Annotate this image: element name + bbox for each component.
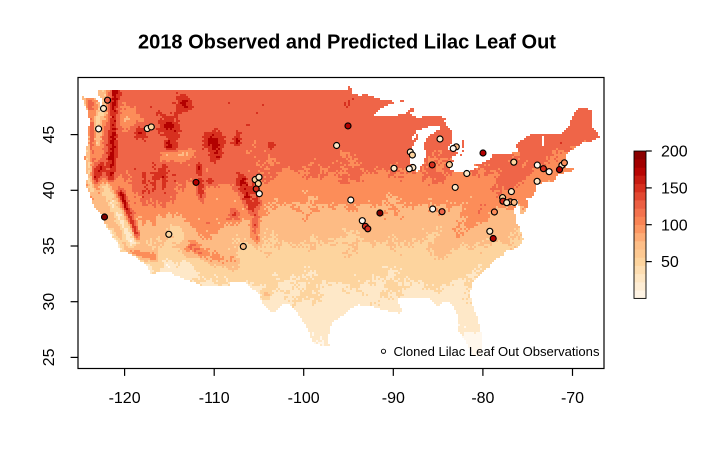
svg-text:100: 100 <box>661 217 688 234</box>
svg-text:40: 40 <box>41 181 58 199</box>
svg-text:25: 25 <box>41 348 58 366</box>
svg-text:35: 35 <box>41 237 58 255</box>
svg-text:-120: -120 <box>109 390 141 407</box>
svg-text:150: 150 <box>661 181 688 198</box>
svg-text:2018 Observed and Predicted Li: 2018 Observed and Predicted Lilac Leaf O… <box>138 32 556 54</box>
svg-text:200: 200 <box>661 144 688 161</box>
svg-text:-70: -70 <box>561 390 584 407</box>
svg-text:30: 30 <box>41 293 58 311</box>
svg-text:-80: -80 <box>471 390 494 407</box>
svg-text:Cloned Lilac Leaf Out Observat: Cloned Lilac Leaf Out Observations <box>394 344 600 359</box>
svg-text:45: 45 <box>41 126 58 144</box>
svg-text:-110: -110 <box>199 390 230 407</box>
svg-text:-90: -90 <box>382 390 405 407</box>
svg-text:-100: -100 <box>288 390 320 407</box>
svg-text:50: 50 <box>661 254 679 271</box>
